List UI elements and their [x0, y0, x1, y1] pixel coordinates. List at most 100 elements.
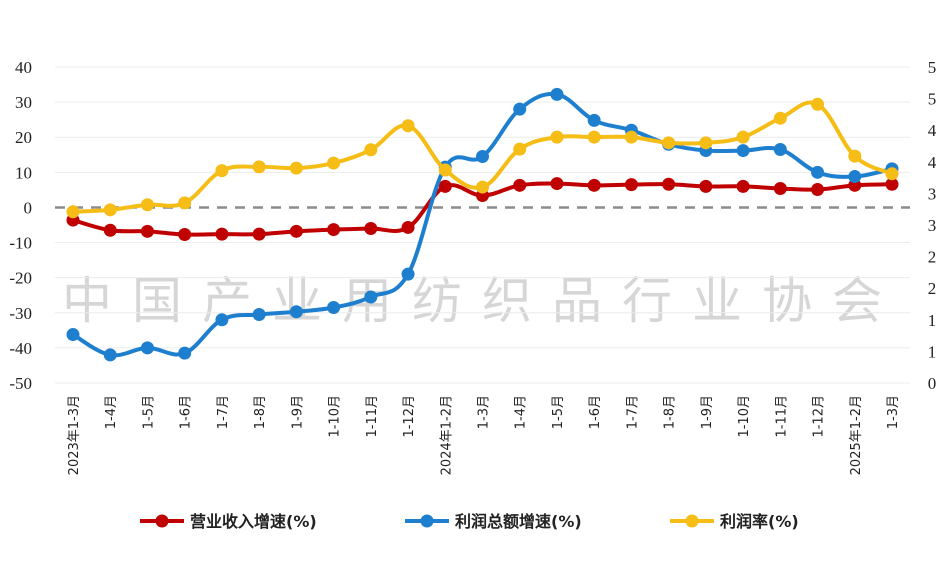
data-point-1 — [140, 341, 154, 355]
x-tick-label: 2024年1-2月 — [439, 395, 454, 475]
data-point-2 — [736, 130, 750, 144]
data-point-2 — [699, 136, 713, 150]
series-lines — [66, 87, 899, 362]
data-point-1 — [178, 346, 192, 360]
legend-label: 利润率(%) — [720, 512, 799, 531]
data-point-1 — [66, 328, 80, 342]
x-tick-label: 1-9月 — [290, 395, 305, 429]
data-point-0 — [550, 177, 564, 191]
right-axis: 5 5 4 4 3 3 2 2 1 1 0 — [928, 58, 937, 393]
data-point-1 — [736, 144, 750, 158]
left-tick-label: 30 — [15, 93, 32, 112]
left-tick-label: 10 — [15, 163, 32, 182]
left-tick-label: 20 — [15, 128, 32, 147]
data-point-2 — [438, 163, 452, 177]
gridlines — [55, 66, 910, 384]
data-point-1 — [215, 313, 229, 327]
data-point-0 — [811, 183, 825, 197]
data-point-1 — [476, 150, 489, 164]
data-point-0 — [699, 179, 713, 193]
x-tick-label: 1-8月 — [663, 395, 678, 429]
data-point-2 — [848, 149, 862, 163]
data-point-0 — [103, 223, 117, 237]
data-point-2 — [66, 205, 80, 219]
x-tick-label: 2023年1-3月 — [67, 395, 82, 475]
right-tick-label: 1 — [928, 311, 937, 330]
x-tick-label: 1-7月 — [625, 395, 640, 429]
data-point-2 — [140, 198, 154, 212]
data-point-0 — [885, 177, 899, 191]
right-tick-label: 4 — [928, 121, 937, 140]
x-tick-label: 1-6月 — [588, 395, 603, 429]
x-tick-label: 1-11月 — [365, 395, 380, 438]
x-tick-label: 1-8月 — [253, 395, 268, 429]
data-point-0 — [773, 181, 787, 195]
legend: 营业收入增速(%) 利润总额增速(%) 利润率(%) — [140, 512, 799, 531]
right-tick-label: 5 — [928, 58, 937, 77]
data-point-2 — [289, 161, 303, 175]
legend-swatch-marker — [420, 514, 434, 528]
data-point-1 — [327, 301, 341, 315]
left-tick-label: -30 — [9, 304, 32, 323]
data-point-2 — [252, 160, 266, 174]
data-point-0 — [736, 179, 750, 193]
data-point-1 — [103, 348, 117, 362]
data-point-0 — [662, 177, 676, 191]
data-point-0 — [289, 224, 303, 238]
x-tick-label: 1-3月 — [886, 395, 901, 429]
x-tick-label: 1-5月 — [551, 395, 566, 429]
left-tick-label: -50 — [9, 374, 32, 393]
legend-swatch-marker — [155, 514, 169, 528]
right-tick-label: 2 — [928, 248, 937, 267]
x-tick-label: 1-12月 — [812, 395, 827, 438]
x-tick-label: 1-11月 — [774, 395, 789, 438]
right-tick-label: 0 — [928, 374, 937, 393]
data-point-2 — [215, 164, 229, 178]
data-point-0 — [364, 222, 378, 236]
x-tick-label: 1-4月 — [514, 395, 529, 429]
x-tick-label: 1-9月 — [700, 395, 715, 429]
data-point-2 — [662, 136, 676, 150]
data-point-1 — [401, 267, 415, 281]
x-tick-label: 1-10月 — [328, 395, 343, 438]
legend-swatch-marker — [685, 514, 699, 528]
x-tick-label: 1-3月 — [477, 395, 492, 429]
left-tick-label: -10 — [9, 234, 32, 253]
right-tick-label: 3 — [928, 184, 937, 203]
data-point-0 — [438, 179, 452, 193]
right-tick-label: 5 — [928, 90, 937, 109]
data-point-2 — [103, 203, 117, 217]
x-axis: 2023年1-3月 1-4月 1-5月 1-6月 1-7月 1-8月 1-9月 1-10月 1-… — [67, 395, 901, 475]
data-point-1 — [587, 113, 601, 127]
data-point-2 — [885, 167, 899, 181]
data-point-2 — [513, 142, 527, 156]
legend-label: 营业收入增速(%) — [190, 512, 317, 531]
data-point-2 — [401, 119, 415, 133]
right-tick-label: 2 — [928, 279, 937, 298]
data-point-0 — [178, 227, 192, 241]
data-point-2 — [773, 111, 787, 125]
data-point-1 — [811, 165, 825, 179]
data-point-0 — [513, 178, 527, 192]
data-point-2 — [476, 180, 489, 194]
data-point-0 — [624, 178, 638, 192]
right-tick-label: 1 — [928, 342, 937, 361]
data-point-1 — [513, 102, 527, 116]
right-tick-label: 3 — [928, 216, 937, 235]
data-point-0 — [587, 178, 601, 192]
x-tick-label: 1-12月 — [402, 395, 417, 438]
data-point-2 — [178, 196, 192, 210]
watermark: 中国产业用纺织品行业协会 — [62, 272, 902, 330]
x-tick-label: 1-4月 — [104, 395, 119, 429]
left-tick-label: 0 — [24, 198, 33, 217]
data-point-2 — [624, 130, 638, 144]
left-axis: 40 30 20 10 0 -10 -20 -30 -40 -50 — [9, 58, 32, 393]
x-tick-label: 1-7月 — [216, 395, 231, 429]
data-point-0 — [327, 223, 341, 237]
left-tick-label: -40 — [9, 339, 32, 358]
data-point-0 — [252, 227, 266, 241]
data-point-1 — [848, 170, 862, 184]
data-point-1 — [289, 305, 303, 319]
x-tick-label: 1-5月 — [141, 395, 156, 429]
